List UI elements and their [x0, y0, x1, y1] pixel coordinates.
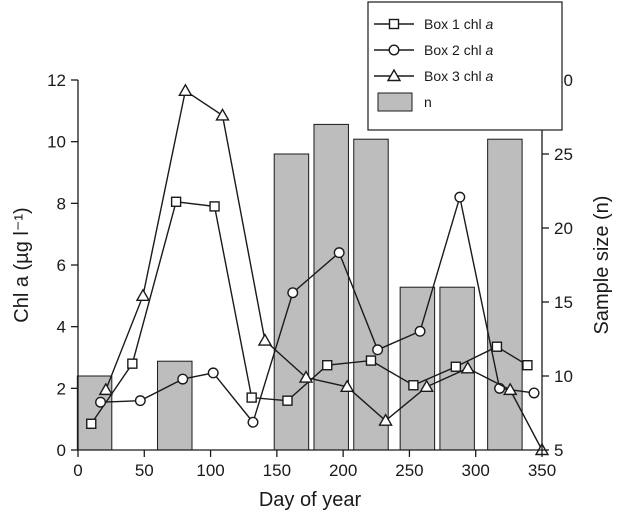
- x-tick-label: 350: [528, 461, 556, 480]
- data-point-circle: [454, 191, 466, 203]
- data-point-circle: [95, 396, 107, 408]
- y-right-tick-label: 5: [554, 441, 563, 460]
- data-point-square: [282, 395, 293, 406]
- y-left-tick-label: 8: [57, 194, 66, 213]
- legend-label-bars: n: [424, 94, 432, 110]
- bars-layer: [76, 123, 523, 451]
- data-point-triangle: [135, 288, 151, 302]
- series-line-square: [90, 201, 528, 425]
- bar: [157, 360, 193, 451]
- series-line-circle: [100, 196, 535, 424]
- x-tick-label: 300: [462, 461, 490, 480]
- legend-swatch-bars: [377, 92, 413, 112]
- legend-marker-square: [388, 18, 400, 30]
- legend-marker-triangle: [386, 68, 402, 82]
- data-point-triangle: [419, 379, 434, 392]
- data-point-square: [170, 196, 182, 207]
- data-point-circle: [177, 373, 189, 385]
- legend-label: Box 2 chl a: [424, 42, 493, 58]
- ticks-layer: 0 50 100 150 200 250 300 3500246810125101520253…: [47, 71, 573, 480]
- bar: [353, 138, 389, 451]
- data-point-circle: [207, 367, 219, 379]
- data-point-triangle: [215, 108, 230, 121]
- y-right-tick-label: 15: [554, 293, 573, 312]
- legend-marker-circle: [388, 44, 400, 56]
- data-point-triangle: [460, 360, 475, 374]
- data-point-square: [491, 341, 503, 352]
- data-point-square: [408, 380, 419, 391]
- y-right-tick-label: 25: [554, 145, 573, 164]
- data-point-circle: [287, 287, 299, 299]
- data-point-square: [450, 361, 462, 372]
- bar: [487, 138, 523, 451]
- bar: [399, 286, 436, 451]
- data-point-square: [127, 358, 138, 369]
- x-tick-label: 250: [395, 461, 423, 480]
- data-point-square: [246, 392, 257, 403]
- data-point-circle: [372, 344, 384, 356]
- x-tick-label: 100: [196, 461, 224, 480]
- data-point-circle: [247, 416, 259, 428]
- data-point-circle: [414, 325, 426, 337]
- y-left-tick-label: 10: [47, 133, 66, 152]
- data-point-circle: [134, 395, 146, 407]
- data-point-triangle: [178, 83, 193, 96]
- data-point-circle: [528, 387, 540, 399]
- x-tick-label: 50: [135, 461, 154, 480]
- x-tick-label: 0: [73, 461, 82, 480]
- data-point-triangle: [98, 382, 114, 396]
- x-axis-title: Day of year: [259, 489, 362, 511]
- data-point-circle: [333, 247, 345, 259]
- data-point-triangle: [502, 382, 518, 396]
- data-point-triangle: [378, 413, 393, 426]
- bar: [313, 123, 349, 451]
- y-left-tick-label: 6: [57, 256, 66, 275]
- legend: Box 1 chl a Box 2 chl a Box 3 chl a n: [367, 1, 563, 131]
- y-left-tick-label: 4: [57, 318, 66, 337]
- y-left-axis-title: Chl a (µg l⁻¹): [11, 207, 33, 322]
- y-right-axis-title: Sample size (n): [591, 196, 613, 335]
- legend-label: Box 3 chl a: [424, 68, 493, 84]
- data-point-square: [365, 355, 377, 366]
- data-point-square: [209, 201, 220, 212]
- data-point-triangle: [339, 379, 355, 392]
- y-right-tick-label: 20: [554, 219, 573, 238]
- data-point-triangle: [298, 370, 314, 383]
- data-point-square: [522, 360, 533, 371]
- y-left-tick-label: 12: [47, 71, 66, 90]
- legend-label: Box 1 chl a: [424, 16, 493, 32]
- series-layer: [86, 83, 550, 456]
- y-right-tick-label: 10: [554, 367, 573, 386]
- data-point-square: [86, 418, 97, 429]
- y-left-tick-label: 2: [57, 379, 66, 398]
- x-tick-label: 200: [329, 461, 357, 480]
- data-point-triangle: [257, 333, 273, 346]
- series-line-triangle: [105, 89, 543, 451]
- data-point-square: [322, 360, 333, 371]
- y-left-tick-label: 0: [57, 441, 66, 460]
- x-tick-label: 150: [263, 461, 291, 480]
